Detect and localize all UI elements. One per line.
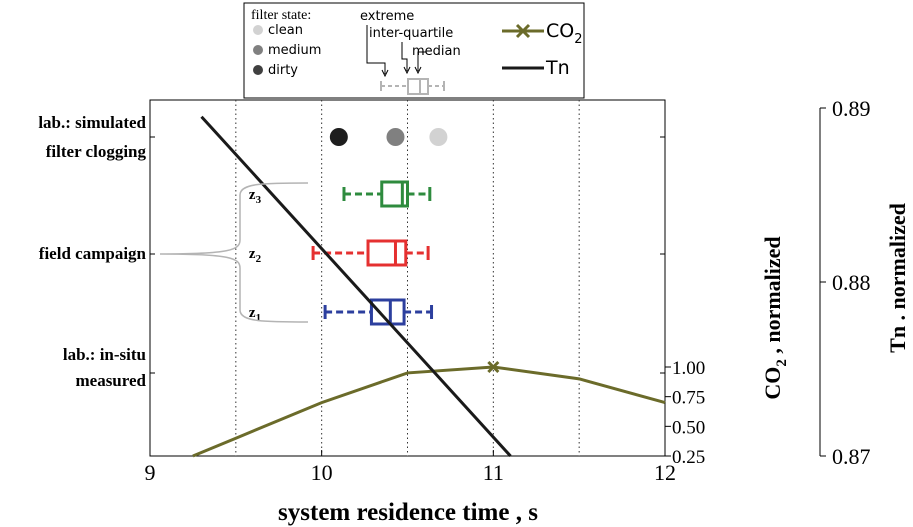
x-tick-label-9: 9 xyxy=(145,460,156,485)
co2-axis-label-sub: 2 xyxy=(774,359,790,367)
tn-tick-label-0.87: 0.87 xyxy=(832,444,871,469)
boxplot-z3 xyxy=(342,180,432,208)
boxplot-box xyxy=(380,180,409,208)
co2-axis-title: CO2 , normalized xyxy=(760,236,790,399)
boxplot-label-z3: z3 xyxy=(249,187,262,206)
category-label-1-0: field campaign xyxy=(39,244,147,263)
plot-area: z3 z2 z1 xyxy=(149,99,666,458)
x-tick-label-12: 12 xyxy=(654,460,676,485)
svg-text:CO2: CO2 xyxy=(546,20,583,47)
legend-dot-medium xyxy=(253,45,263,55)
legend-median-label: median xyxy=(412,44,461,59)
x-axis-label: system residence time , s xyxy=(278,499,538,526)
legend-label-clean: clean xyxy=(268,23,303,38)
boxplot-z2 xyxy=(311,239,430,267)
legend-co2-marker xyxy=(515,23,531,39)
legend-frame xyxy=(243,2,585,99)
series-line-co2 xyxy=(192,365,666,458)
dotted-gridlines xyxy=(235,100,580,456)
legend-label-medium: medium xyxy=(268,43,321,58)
boxplot-box xyxy=(366,239,408,267)
co2-peak-marker xyxy=(487,360,500,374)
x-tick-label-10: 10 xyxy=(311,460,333,485)
filter-point-clean xyxy=(429,128,448,146)
legend-box-annotations xyxy=(366,25,426,78)
category-label-0-0: lab.: simulated xyxy=(38,113,146,132)
category-label-2-1: measured xyxy=(75,371,146,390)
legend-label-dirty: dirty xyxy=(268,63,298,78)
tn-tick-label-0.88: 0.88 xyxy=(832,270,871,295)
legend: filter state: clean medium dirty extreme i… xyxy=(243,2,585,99)
category-label-2-0: lab.: in-situ xyxy=(63,345,146,364)
co2-peak-marker-stroke-2 xyxy=(487,360,500,374)
legend-interquartile-label: inter-quartile xyxy=(369,26,453,41)
legend-co2-sub: 2 xyxy=(574,32,582,47)
legend-extreme-label: extreme xyxy=(360,9,414,24)
data-marks: z3 z2 z1 xyxy=(192,115,666,458)
legend-co2-entry: CO2 xyxy=(502,20,583,47)
co2-axis-label-suffix: , normalized xyxy=(760,236,785,359)
legend-tn-label: Tn xyxy=(545,57,570,79)
tn-tick-label-0.89: 0.89 xyxy=(832,96,871,121)
co2-tick-label-0.25: 0.25 xyxy=(672,447,705,468)
legend-filter-states: clean medium dirty xyxy=(253,23,321,78)
co2-tick-label-0.50: 0.50 xyxy=(672,417,705,438)
boxplot-label-z1: z1 xyxy=(249,305,261,324)
legend-filter-state-title: filter state: xyxy=(251,8,311,23)
legend-tn-entry: Tn xyxy=(502,57,570,79)
tn-axis: 0.89 0.88 0.87 xyxy=(819,96,871,469)
category-labels: lab.: simulated filter clogging field camp… xyxy=(38,113,146,390)
x-axis: 9 10 11 12 xyxy=(145,450,676,485)
legend-box xyxy=(407,78,429,95)
field-campaign-brace xyxy=(159,182,309,323)
legend-co2-label: CO xyxy=(546,20,574,42)
co2-axis-label: CO xyxy=(760,367,785,400)
legend-dot-dirty xyxy=(253,65,263,75)
filter-point-dirty xyxy=(329,128,348,146)
category-label-0-1: filter clogging xyxy=(46,142,147,161)
legend-boxplot-illustration xyxy=(380,78,445,95)
legend-dot-clean xyxy=(253,25,263,35)
boxplot-label-z2: z2 xyxy=(249,246,262,265)
left-category-ticks xyxy=(150,136,665,374)
tn-axis-title: Tn . normalized xyxy=(885,203,910,353)
x-tick-label-11: 11 xyxy=(483,460,504,485)
co2-axis: 1.00 0.75 0.50 0.25 xyxy=(665,358,705,468)
boxplot-z1 xyxy=(323,298,434,326)
series-line-tn xyxy=(200,115,512,458)
boxplot-box xyxy=(369,298,406,326)
co2-tick-label-0.75: 0.75 xyxy=(672,388,705,409)
filter-point-medium xyxy=(386,128,405,146)
co2-tick-label-1.00: 1.00 xyxy=(672,358,705,379)
